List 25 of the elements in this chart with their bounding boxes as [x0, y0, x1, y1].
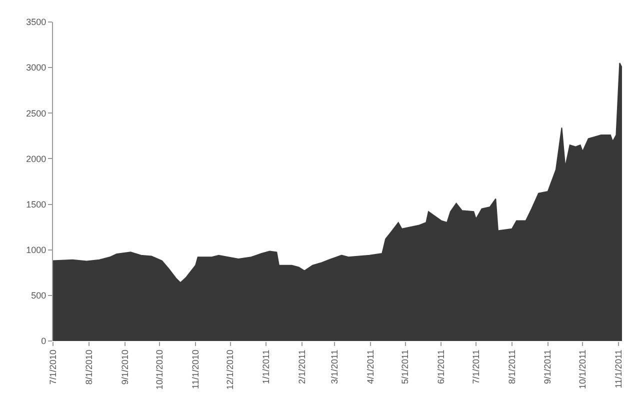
- y-tick-label: 0: [41, 336, 46, 346]
- y-tick-label: 1000: [26, 245, 46, 256]
- y-tick-label: 2000: [26, 154, 46, 164]
- x-tick-label: 9/1/2010: [120, 350, 130, 385]
- x-tick-label: 4/1/2011: [365, 350, 376, 384]
- x-tick-label: 2/1/2011: [297, 350, 308, 384]
- y-tick-label: 3000: [26, 62, 46, 73]
- x-tick-label: 8/1/2011: [506, 350, 517, 384]
- x-tick-label: 5/1/2011: [400, 350, 410, 384]
- x-tick-label: 7/1/2011: [470, 350, 481, 384]
- x-tick-label: 11/1/2010: [190, 350, 200, 389]
- x-tick-label: 12/1/2010: [225, 350, 236, 390]
- y-tick-label: 1500: [26, 199, 46, 210]
- x-tick-label: 6/1/2011: [436, 350, 446, 384]
- y-tick-label: 2500: [26, 108, 46, 118]
- y-tick-label: 3500: [26, 17, 46, 28]
- x-tick-label: 7/1/2010: [48, 350, 58, 385]
- y-tick-label: 500: [31, 290, 46, 301]
- x-tick-label: 11/1/2011: [613, 350, 624, 388]
- x-tick-label: 9/1/2011: [542, 350, 553, 384]
- x-tick-label: 3/1/2011: [330, 350, 340, 384]
- x-tick-label: 10/1/2011: [578, 350, 588, 389]
- x-tick-label: 1/1/2011: [261, 350, 272, 384]
- x-tick-label: 10/1/2010: [154, 350, 165, 390]
- x-tick-label: 8/1/2010: [84, 350, 94, 385]
